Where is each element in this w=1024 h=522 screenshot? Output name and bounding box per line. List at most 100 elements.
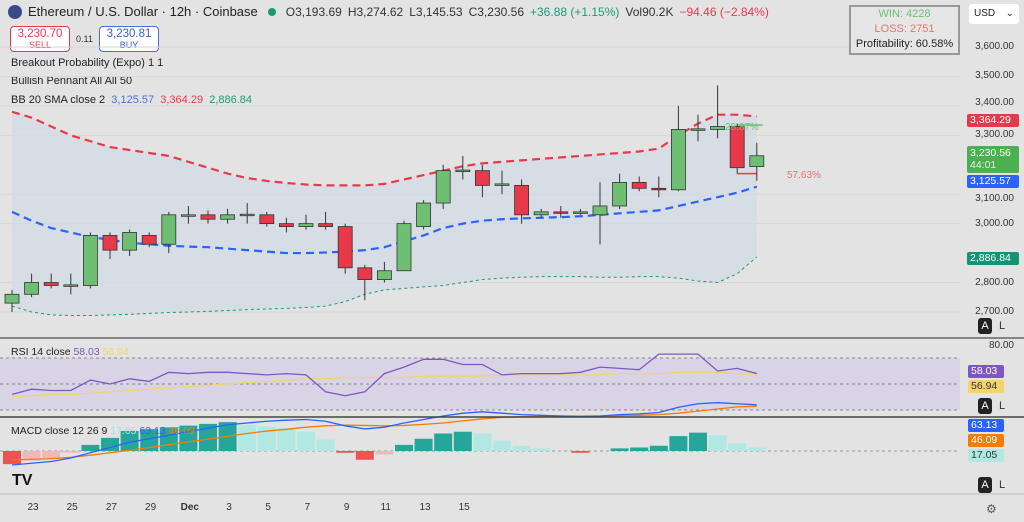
macd-histogram-bar	[689, 432, 707, 451]
histogram-tag: 17.05	[968, 449, 1004, 462]
time-axis-label: 9	[343, 502, 350, 513]
last-price-tag: 3,230.56 44:01	[967, 146, 1019, 173]
bb-upper-line	[11, 110, 757, 187]
rsi-legend[interactable]: RSI 14 close 58.03 56.94	[11, 346, 129, 358]
breakout-indicator-label[interactable]: Breakout Probability (Expo) 1 1	[11, 57, 164, 69]
rsi-label: RSI 14 close	[11, 346, 71, 358]
macd-histogram-bar	[395, 444, 413, 451]
buy-label: BUY	[119, 40, 139, 50]
last-price: 3,230.56	[970, 147, 1011, 159]
open-value: O3,193.69	[285, 4, 342, 19]
candle-body	[533, 211, 549, 216]
macd-histogram-bar	[355, 451, 374, 460]
auto-scale-button[interactable]: A	[978, 318, 992, 334]
bollinger-band-fill	[12, 111, 757, 316]
macd-line	[11, 402, 757, 466]
bb-basis-line	[11, 185, 758, 255]
macd-histogram-bar	[414, 438, 433, 451]
currency-select[interactable]: USD ⌄	[969, 4, 1019, 24]
macd-histogram-bar	[630, 447, 649, 451]
upper-band-tag: 3,364.29	[967, 114, 1019, 127]
candle-body	[83, 235, 98, 286]
candle-body	[357, 267, 373, 280]
candle-body	[651, 187, 667, 191]
time-axis-label: 27	[105, 502, 117, 513]
log-scale-button[interactable]: L	[998, 320, 1006, 332]
rsi-auto-scale-button[interactable]: A	[978, 398, 992, 414]
rsi-log-scale-button[interactable]: L	[998, 400, 1006, 412]
candle-body	[63, 284, 79, 287]
time-axis-label: 11	[380, 502, 391, 513]
candle-body	[435, 170, 451, 204]
time-axis-label: 25	[66, 502, 78, 513]
macd-legend[interactable]: MACD close 12 26 9 17.05 63.13 46.09	[11, 425, 195, 437]
candle-body	[102, 235, 118, 251]
time-axis-label: 13	[419, 502, 431, 513]
bb-upper-value: 3,364.29	[160, 94, 204, 106]
bb-label: BB 20 SMA close 2	[11, 94, 106, 106]
candle-body	[592, 205, 608, 216]
candle-body	[141, 235, 157, 245]
macd-histogram-bar	[81, 444, 100, 451]
candle-body	[337, 226, 353, 269]
pennant-indicator-label[interactable]: Bullish Pennant All All 50	[11, 75, 133, 87]
macd-histogram-bar	[532, 448, 551, 451]
change-value: +36.88 (+1.15%)	[530, 4, 620, 19]
buy-button[interactable]: 3,230.81 BUY	[99, 26, 159, 52]
time-axis-label: 7	[304, 502, 311, 513]
candle-body	[24, 282, 40, 295]
macd-value: 63.13	[139, 425, 166, 437]
macd-histogram-bar	[434, 433, 453, 451]
candle-body	[573, 211, 588, 214]
candle-body	[200, 214, 216, 220]
bb-basis-value: 3,125.57	[111, 94, 155, 106]
time-axis-label: 15	[458, 502, 470, 513]
win-count: WIN: 4228	[878, 8, 931, 20]
price-axis-label: 3,500.00	[975, 70, 1014, 82]
win-loss-panel: WIN: 4228 LOSS: 2751 Profitability: 60.5…	[849, 5, 960, 55]
candle-body	[376, 270, 392, 280]
price-axis-label: 3,300.00	[975, 129, 1014, 141]
candle-body	[671, 129, 686, 191]
candle-body	[259, 214, 275, 225]
candle-body	[122, 232, 137, 251]
time-axis-label: 29	[145, 502, 157, 513]
basis-tag: 3,125.57	[967, 175, 1019, 188]
macd-histogram-bar	[140, 429, 159, 451]
candle-body	[318, 223, 334, 227]
candle-body	[690, 128, 706, 131]
macd-histogram-bar	[316, 439, 335, 451]
sell-button[interactable]: 3,230.70 SELL	[10, 26, 70, 52]
symbol-title[interactable]: Ethereum / U.S. Dollar · 12h · Coinbase	[28, 4, 258, 19]
candle-body	[494, 183, 510, 186]
bb-lower-value: 2,886.84	[209, 94, 253, 106]
macd-histogram-bar	[473, 433, 492, 451]
signal-tag: 46.09	[968, 434, 1004, 447]
macd-histogram-bar	[747, 447, 766, 451]
chevron-down-icon: ⌄	[1005, 8, 1014, 19]
candle-body	[220, 214, 236, 220]
macd-histogram-bar	[101, 437, 119, 451]
macd-auto-scale-button[interactable]: A	[978, 477, 992, 493]
rsi-ma-value: 56.94	[102, 346, 129, 358]
macd-log-scale-button[interactable]: L	[998, 479, 1006, 491]
close-value: C3,230.56	[468, 4, 524, 19]
ethereum-icon	[8, 4, 22, 19]
signal-value: 46.09	[168, 425, 195, 437]
volume-change: −94.46 (−2.84%)	[679, 4, 769, 19]
bb-lower-line	[11, 256, 758, 316]
price-axis-label: 2,700.00	[975, 305, 1014, 317]
rsi-value-tag: 58.03	[968, 365, 1004, 378]
candle-body	[729, 126, 745, 169]
macd-histogram-bar	[375, 451, 394, 455]
bb-indicator-legend[interactable]: BB 20 SMA close 2 3,125.57 3,364.29 2,88…	[11, 94, 252, 106]
signal-line	[11, 405, 757, 461]
macd-histogram-bar	[669, 436, 688, 451]
candle-body	[396, 223, 412, 272]
settings-gear-icon[interactable]: ⚙	[986, 502, 997, 516]
symbol-header: Ethereum / U.S. Dollar · 12h · Coinbase …	[8, 4, 769, 19]
macd-hist-value: 17.05	[110, 425, 137, 437]
candle-body	[180, 214, 196, 217]
macd-histogram-bar	[120, 430, 139, 451]
